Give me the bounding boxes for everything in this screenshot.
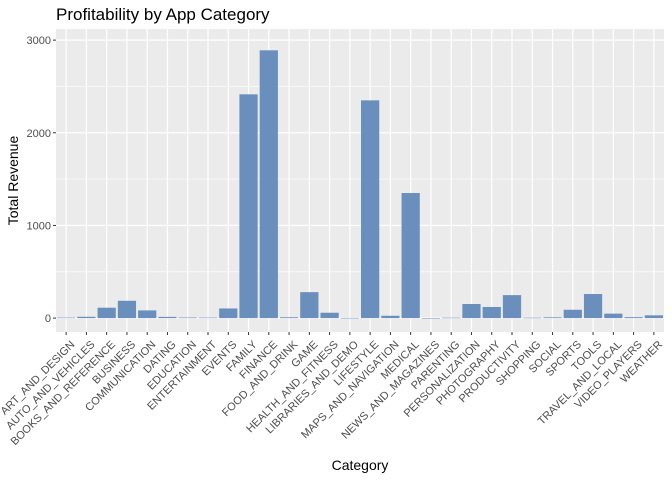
bar-entertainment — [198, 317, 218, 319]
y-tick-label: 2000 — [27, 128, 51, 140]
bar-auto-and-vehicles — [77, 316, 96, 319]
x-axis-title: Category — [332, 457, 389, 473]
bar-events — [219, 308, 238, 319]
bar-finance — [259, 50, 278, 319]
bar-health-and-fitness — [320, 312, 339, 319]
gridlines — [56, 29, 664, 332]
plot-panel — [56, 29, 664, 332]
y-tick-label: 1000 — [27, 220, 51, 232]
bar-communication — [138, 310, 157, 319]
bar-news-and-magazines — [421, 318, 441, 319]
bar-travel-and-local — [604, 313, 623, 319]
bar-food-and-drink — [279, 317, 299, 319]
y-axis: 0 1000 2000 3000 — [27, 35, 56, 325]
bar-social — [543, 317, 562, 319]
bar-sports — [563, 309, 582, 319]
x-tick-label: AUTO_AND_VEHICLES — [4, 339, 98, 433]
bar-dating — [158, 316, 177, 319]
bar-libraries-and-demo — [340, 317, 359, 319]
bar-family — [239, 94, 258, 319]
bar-shopping — [523, 317, 542, 319]
bar-education — [178, 317, 197, 319]
chart-title: Profitability by App Category — [56, 5, 270, 24]
bar-maps-and-navigation — [381, 315, 400, 319]
y-tick-label: 0 — [45, 313, 51, 325]
bar-weather — [644, 315, 663, 319]
bar-books-and-reference — [97, 307, 116, 319]
bar-art-and-design — [57, 317, 76, 319]
y-tick-label: 3000 — [27, 35, 51, 47]
bar-personalization — [462, 304, 481, 319]
bar-video-players — [624, 317, 643, 319]
bar-productivity — [502, 295, 522, 319]
bars — [57, 50, 663, 319]
bar-parenting — [442, 317, 461, 319]
bar-business — [117, 300, 137, 319]
bar-medical — [401, 193, 420, 319]
bar-lifestyle — [361, 100, 380, 319]
bar-game — [300, 292, 319, 319]
bar-photography — [482, 306, 501, 319]
y-axis-title: Total Revenue — [5, 136, 21, 226]
x-axis: ART_AND_DESIGNAUTO_AND_VEHICLESBOOKS_AND… — [0, 332, 665, 448]
bar-tools — [583, 294, 603, 319]
